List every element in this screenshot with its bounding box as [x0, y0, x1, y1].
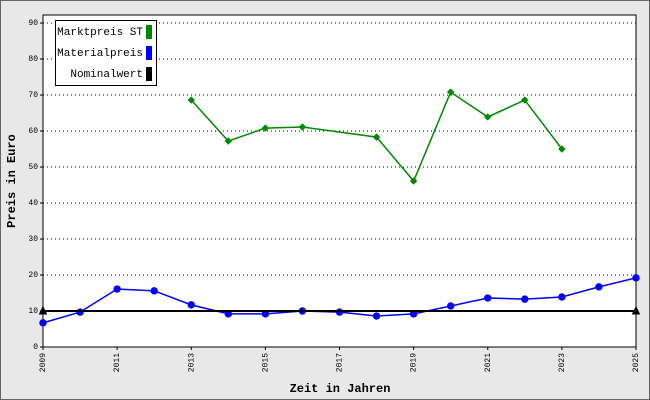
x-tick-label: 2013 — [187, 353, 196, 372]
x-tick-label: 2011 — [113, 353, 122, 372]
y-tick-label: 30 — [28, 235, 38, 244]
legend-box — [55, 20, 157, 86]
y-tick-label: 10 — [28, 307, 38, 316]
legend-swatch — [146, 46, 152, 60]
y-tick-label: 80 — [28, 55, 38, 64]
x-tick-label: 2021 — [484, 353, 493, 372]
legend-swatch — [146, 25, 152, 39]
data-point — [558, 293, 566, 301]
data-point — [335, 308, 344, 316]
y-tick-label: 50 — [28, 163, 38, 172]
data-point — [298, 123, 307, 131]
legend-label: Marktpreis ST — [57, 27, 143, 39]
data-point — [224, 137, 233, 145]
x-tick-label: 2025 — [632, 353, 641, 372]
data-point — [484, 294, 492, 302]
x-axis-label: Zeit in Jahren — [290, 382, 391, 396]
data-point — [521, 96, 529, 104]
data-point — [558, 145, 566, 153]
x-tick-label: 2009 — [39, 353, 48, 372]
x-tick-label: 2019 — [410, 353, 419, 372]
y-tick-label: 0 — [33, 343, 38, 352]
data-point — [484, 113, 492, 121]
data-point — [187, 96, 195, 104]
data-point — [76, 308, 84, 316]
data-point — [39, 319, 47, 327]
data-point — [446, 302, 455, 310]
data-point — [372, 312, 381, 320]
legend-label: Nominalwert — [70, 69, 143, 81]
legend-swatch — [146, 67, 152, 81]
data-point — [595, 283, 603, 291]
x-tick-label: 2015 — [261, 353, 270, 372]
data-point — [187, 301, 195, 309]
y-tick-label: 70 — [28, 91, 38, 100]
data-point — [372, 133, 381, 141]
data-point — [150, 287, 158, 295]
data-point — [446, 88, 455, 96]
y-tick-label: 40 — [28, 199, 38, 208]
y-tick-label: 90 — [28, 19, 38, 28]
x-tick-label: 2023 — [558, 353, 567, 372]
x-tick-label: 2017 — [336, 353, 345, 372]
data-point — [632, 274, 640, 282]
y-axis-label: Preis in Euro — [5, 134, 19, 228]
data-point — [261, 124, 270, 132]
data-point — [521, 295, 529, 303]
data-point — [631, 305, 641, 315]
legend-label: Materialpreis — [57, 48, 143, 60]
y-tick-label: 60 — [28, 127, 38, 136]
data-point — [38, 305, 48, 315]
data-point — [409, 177, 418, 185]
y-tick-label: 20 — [28, 271, 38, 280]
series-line — [190, 90, 563, 183]
data-point — [113, 285, 121, 293]
